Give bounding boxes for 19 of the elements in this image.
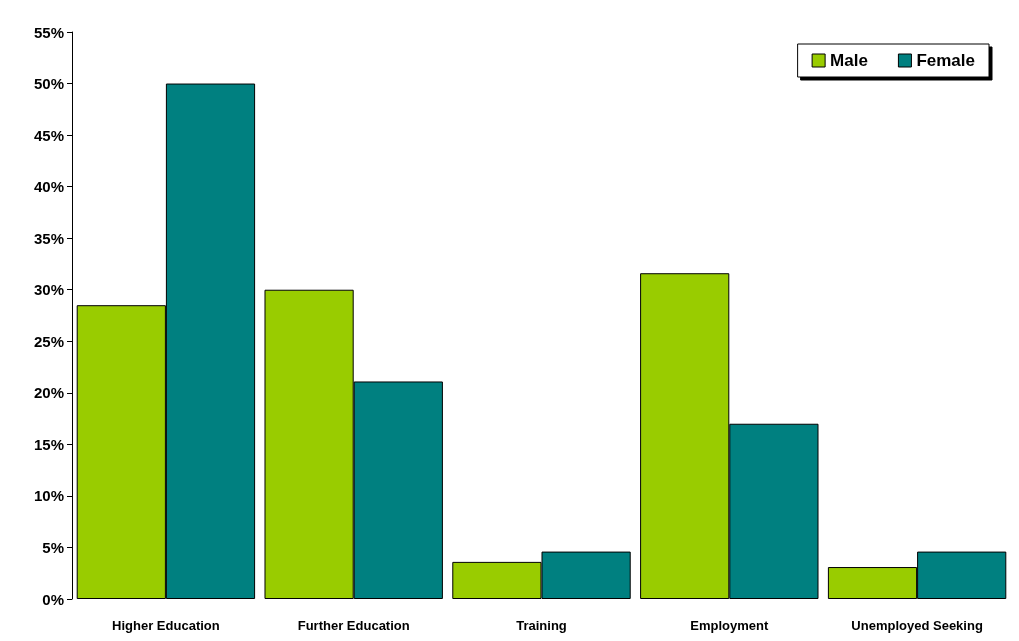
y-tick-label: 10% [33, 487, 64, 505]
y-tick-label: 25% [33, 332, 64, 350]
x-tick-label: Employment [690, 618, 769, 633]
y-tick-label: 5% [42, 538, 64, 556]
y-tick-label: 15% [33, 435, 64, 453]
x-tick-label: Higher Education [112, 618, 220, 633]
x-tick-label: Unemployed Seeking [851, 618, 983, 633]
x-tick-label: Further Education [297, 618, 410, 633]
x-tick-label: Training [516, 618, 567, 633]
y-tick-label: 40% [33, 178, 64, 196]
y-tick-label: 55% [33, 23, 64, 41]
legend-label: Female [916, 51, 976, 70]
y-tick-label: 50% [33, 75, 64, 93]
legend-label: Male [830, 51, 868, 70]
y-tick-label: 0% [42, 590, 64, 608]
y-tick-label: 35% [33, 229, 64, 247]
y-tick-label: 30% [33, 281, 64, 299]
y-tick-label: 20% [33, 384, 64, 402]
y-tick-label: 45% [33, 126, 64, 144]
